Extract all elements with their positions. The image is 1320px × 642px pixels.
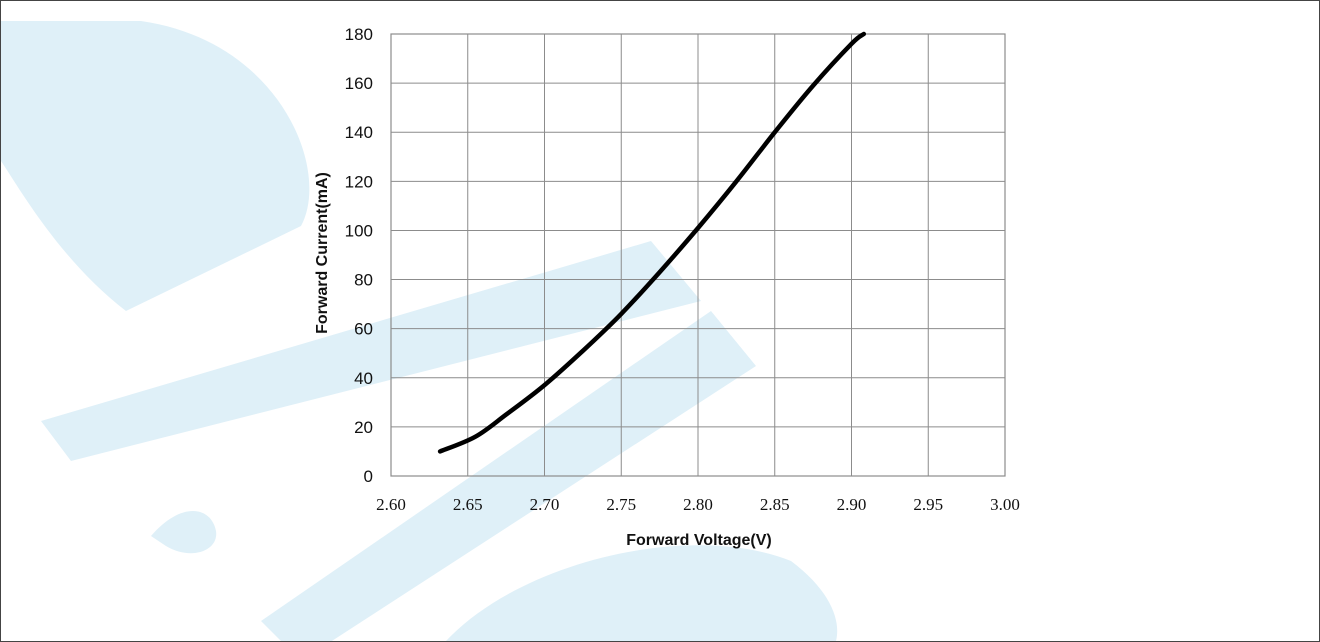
x-tick-label: 2.90 xyxy=(837,495,867,514)
watermark-swoosh xyxy=(446,545,838,641)
x-tick-label: 2.70 xyxy=(530,495,560,514)
x-tick-label: 3.00 xyxy=(990,495,1020,514)
x-tick-label: 2.85 xyxy=(760,495,790,514)
x-tick-label: 2.75 xyxy=(606,495,636,514)
y-tick-label: 120 xyxy=(345,172,373,191)
x-tick-label: 2.80 xyxy=(683,495,713,514)
y-tick-label: 40 xyxy=(354,369,373,388)
x-tick-label: 2.95 xyxy=(913,495,943,514)
y-tick-label: 160 xyxy=(345,74,373,93)
forward-iv-curve xyxy=(437,31,867,454)
y-tick-label: 140 xyxy=(345,123,373,142)
y-tick-label: 180 xyxy=(345,25,373,44)
watermark-band-upper xyxy=(41,241,701,461)
x-tick-label: 2.65 xyxy=(453,495,483,514)
plot-area-border xyxy=(390,33,1006,477)
y-tick-label: 100 xyxy=(345,221,373,240)
y-tick-label: 0 xyxy=(364,467,373,486)
y-tick-label: 60 xyxy=(354,320,373,339)
watermark-logo xyxy=(1,21,838,641)
watermark-arc-shape xyxy=(1,21,310,311)
y-axis-title: Forward Current(mA) xyxy=(314,172,331,334)
y-tick-label: 20 xyxy=(354,418,373,437)
x-tick-label: 2.60 xyxy=(376,495,406,514)
x-axis-title: Forward Voltage(V) xyxy=(626,532,772,549)
y-tick-label: 80 xyxy=(354,271,373,290)
watermark-e-letter xyxy=(151,511,217,554)
y-tick-labels: 0 20 40 60 80 100 120 140 160 180 xyxy=(345,25,373,486)
gridlines xyxy=(390,33,1006,477)
x-tick-labels: 2.60 2.65 2.70 2.75 2.80 2.85 2.90 2.95 3.00 xyxy=(376,495,1020,514)
